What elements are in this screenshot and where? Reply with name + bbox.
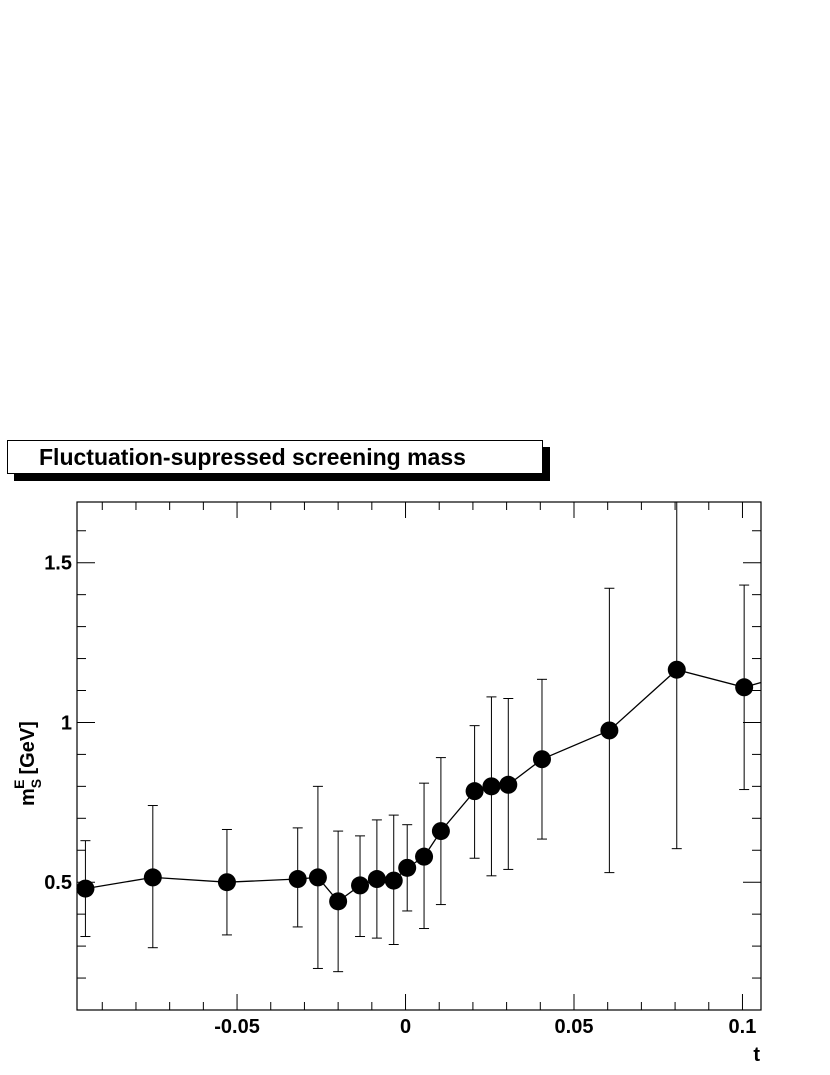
- data-point: [482, 777, 501, 796]
- data-point: [288, 870, 307, 889]
- y-tick-label: 1: [61, 712, 72, 734]
- x-axis-ticks: [101, 502, 743, 1010]
- y-tick-label: 1.5: [44, 553, 72, 575]
- data-point: [217, 873, 236, 892]
- data-point: [532, 750, 551, 769]
- y-axis-title: mSE [GeV]: [11, 721, 44, 806]
- data-point: [667, 660, 686, 679]
- y-axis-tick-labels: 0.5 1 1.5: [44, 553, 72, 894]
- data-point: [384, 871, 403, 890]
- data-point: [143, 868, 162, 887]
- x-axis-tick-labels: -0.05 0 0.05 0.1: [214, 1016, 756, 1038]
- data-point: [735, 678, 754, 697]
- data-point: [465, 782, 484, 801]
- error-bars: [80, 502, 750, 973]
- y-axis-ticks: [77, 530, 761, 1011]
- data-point: [499, 775, 518, 794]
- data-point: [351, 876, 370, 895]
- data-point: [600, 721, 619, 740]
- chart-title-box: Fluctuation-supressed screening mass: [7, 440, 543, 474]
- x-tick-label: 0.1: [729, 1016, 757, 1038]
- y-axis-title-main: m: [17, 788, 39, 806]
- x-tick-label: 0: [400, 1016, 411, 1038]
- x-tick-label: -0.05: [214, 1016, 260, 1038]
- data-point: [415, 847, 434, 866]
- plot-frame: [76, 501, 762, 1011]
- chart-title: Fluctuation-supressed screening mass: [39, 443, 466, 470]
- series-line: [85, 669, 762, 903]
- data-markers: [76, 660, 754, 911]
- y-axis-title-sup: E: [11, 780, 27, 789]
- data-point: [76, 879, 95, 898]
- data-point: [308, 868, 327, 887]
- y-axis-title-sub: S: [28, 779, 44, 788]
- y-axis-title-unit: [GeV]: [17, 721, 39, 774]
- data-point: [398, 858, 417, 877]
- x-tick-label: 0.05: [555, 1016, 594, 1038]
- x-axis-title: t: [753, 1044, 760, 1066]
- data-point: [431, 822, 450, 841]
- y-tick-label: 0.5: [44, 872, 72, 894]
- data-point: [329, 892, 348, 911]
- data-point: [367, 870, 386, 889]
